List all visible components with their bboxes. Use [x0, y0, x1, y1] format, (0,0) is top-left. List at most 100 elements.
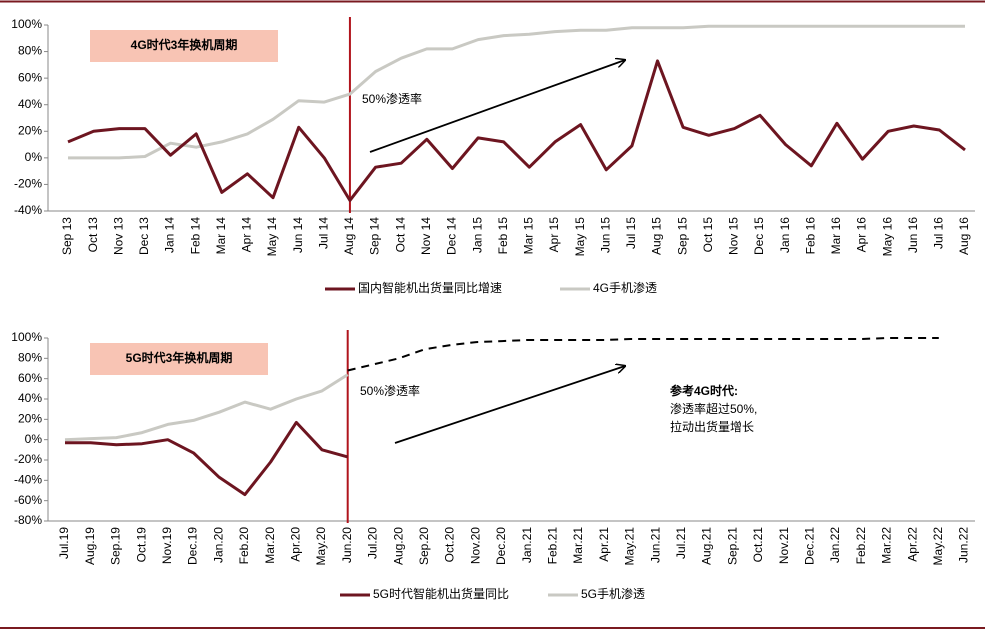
x-tick-label: Jan.20 [211, 527, 225, 563]
x-tick-label: Dec.20 [494, 527, 508, 565]
y-tick-label: -20% [14, 452, 42, 466]
x-tick-label: May.22 [931, 527, 945, 566]
x-tick-label: Oct.20 [443, 527, 457, 563]
x-tick-label: Jun.20 [340, 527, 354, 563]
x-tick-label: Jun 16 [906, 217, 920, 253]
x-tick-label: Mar 16 [829, 217, 843, 255]
x-tick-label: Jul 16 [932, 217, 946, 249]
legend-label: 5G时代智能机出货量同比 [373, 586, 509, 601]
x-tick-label: Jan 14 [163, 217, 177, 253]
x-tick-label: May.21 [623, 527, 637, 566]
x-tick-label: Apr 14 [240, 217, 254, 253]
x-tick-label: Jan 15 [470, 217, 484, 253]
x-tick-label: Jun.21 [648, 527, 662, 563]
y-tick-label: 80% [18, 351, 42, 365]
x-tick-label: Feb 15 [496, 217, 510, 255]
x-tick-label: Apr 16 [855, 217, 869, 253]
annotation: 50%渗透率 [360, 383, 420, 398]
x-tick-label: Apr.20 [288, 527, 302, 562]
series-line [68, 24, 965, 160]
x-tick-label: Aug 14 [342, 217, 356, 255]
x-tick-label: Nov 14 [419, 217, 433, 255]
x-tick-label: Nov 15 [727, 217, 741, 255]
x-tick-label: Nov 13 [111, 217, 125, 255]
x-tick-label: Aug.19 [83, 527, 97, 565]
x-tick-label: Sep.21 [725, 527, 739, 565]
x-tick-label: Aug.20 [391, 527, 405, 565]
annotation: 渗透率超过50%, [670, 401, 757, 416]
x-tick-label: May.20 [314, 527, 328, 566]
x-tick-label: Jul.21 [674, 527, 688, 559]
x-tick-label: Dec 13 [137, 217, 151, 255]
x-tick-label: Mar.21 [571, 527, 585, 564]
y-tick-label: -60% [14, 493, 42, 507]
x-tick-label: Sep 15 [675, 217, 689, 255]
x-tick-label: Feb 14 [188, 217, 202, 255]
y-tick-label: 60% [18, 371, 42, 385]
y-tick-label: -80% [14, 513, 42, 527]
x-tick-label: Feb 16 [803, 217, 817, 255]
x-tick-label: Nov.19 [160, 527, 174, 564]
x-tick-label: Aug 16 [957, 217, 971, 255]
x-tick-label: Apr 15 [547, 217, 561, 253]
x-tick-label: Mar.20 [263, 527, 277, 564]
arrow [369, 60, 625, 153]
x-tick-label: Jan.22 [828, 527, 842, 563]
x-tick-label: May 16 [880, 217, 894, 257]
x-tick-label: Sep.20 [417, 527, 431, 565]
x-tick-label: Mar 14 [214, 217, 228, 255]
x-tick-label: Jul.19 [57, 527, 71, 559]
x-tick-label: Jul.20 [366, 527, 380, 559]
y-tick-label: 20% [18, 412, 42, 426]
x-tick-label: Feb.22 [854, 527, 868, 565]
x-tick-label: Jun 15 [598, 217, 612, 253]
x-tick-label: Jul 14 [316, 217, 330, 249]
annotation: 5G时代3年换机周期 [126, 350, 233, 365]
x-tick-label: Jan.21 [520, 527, 534, 563]
annotation: 拉动出货量增长 [670, 419, 754, 434]
x-tick-label: Dec.19 [186, 527, 200, 565]
y-tick-label: -40% [14, 203, 42, 217]
x-tick-label: Sep.19 [109, 527, 123, 565]
x-tick-label: Mar.22 [880, 527, 894, 564]
x-tick-label: Apr.21 [597, 527, 611, 562]
x-tick-label: Sep 14 [368, 217, 382, 255]
x-tick-label: Nov.20 [468, 527, 482, 564]
x-tick-label: Oct 13 [86, 217, 100, 253]
y-tick-label: 60% [18, 70, 42, 84]
y-tick-label: 40% [18, 391, 42, 405]
y-tick-label: 40% [18, 97, 42, 111]
x-tick-label: Mar 15 [522, 217, 536, 255]
x-tick-label: Sep 13 [60, 217, 74, 255]
x-tick-label: Aug.21 [700, 527, 714, 565]
series-line [64, 373, 349, 442]
x-tick-label: Jun 14 [291, 217, 305, 253]
y-tick-label: 0% [25, 432, 43, 446]
series-line [67, 59, 966, 202]
x-tick-label: Oct.19 [134, 527, 148, 563]
x-tick-label: Nov.21 [777, 527, 791, 564]
series-line [347, 337, 939, 372]
x-tick-label: Feb.21 [545, 527, 559, 565]
x-tick-label: Aug 15 [650, 217, 664, 255]
x-tick-label: Apr.22 [905, 527, 919, 562]
annotation: 参考4G时代: [670, 383, 738, 398]
legend-label: 5G手机渗透 [581, 586, 645, 601]
x-tick-label: Oct 15 [701, 217, 715, 253]
x-tick-label: Jul 15 [624, 217, 638, 249]
y-tick-label: -40% [14, 473, 42, 487]
y-tick-label: 80% [18, 44, 42, 58]
arrow [394, 366, 625, 444]
y-tick-label: 0% [25, 150, 43, 164]
legend-label: 4G手机渗透 [593, 280, 657, 295]
y-tick-label: 100% [11, 330, 42, 344]
series-line [65, 420, 349, 497]
x-tick-label: Jun.22 [957, 527, 971, 563]
x-tick-label: Dec 15 [752, 217, 766, 255]
annotation-box [90, 30, 278, 62]
y-tick-label: 20% [18, 123, 42, 137]
x-tick-label: Oct.21 [751, 527, 765, 563]
annotation: 50%渗透率 [362, 91, 422, 106]
legend-label: 国内智能机出货量同比增速 [358, 280, 502, 295]
